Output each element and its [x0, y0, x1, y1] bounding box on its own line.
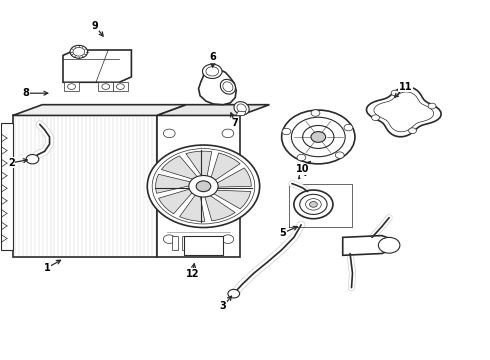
Polygon shape: [157, 105, 270, 116]
Text: 5: 5: [280, 228, 287, 238]
Circle shape: [300, 194, 327, 215]
Circle shape: [68, 84, 75, 89]
Text: 8: 8: [23, 88, 29, 98]
Polygon shape: [212, 190, 251, 209]
Bar: [172, 235, 177, 250]
Circle shape: [222, 235, 234, 243]
Text: 6: 6: [210, 52, 217, 62]
Bar: [204, 235, 210, 250]
Text: 3: 3: [220, 301, 226, 311]
Circle shape: [26, 154, 39, 164]
Polygon shape: [98, 82, 113, 91]
Polygon shape: [113, 82, 128, 91]
Circle shape: [409, 128, 416, 134]
Ellipse shape: [223, 82, 233, 92]
Circle shape: [196, 181, 211, 192]
Circle shape: [378, 237, 400, 253]
Polygon shape: [374, 92, 434, 132]
Text: 10: 10: [296, 164, 309, 174]
Circle shape: [282, 110, 355, 164]
Polygon shape: [13, 105, 186, 116]
Circle shape: [206, 67, 219, 76]
Text: 1: 1: [44, 263, 50, 273]
Polygon shape: [157, 116, 240, 257]
Circle shape: [311, 132, 326, 142]
Polygon shape: [236, 111, 246, 116]
Bar: [193, 235, 199, 250]
Circle shape: [70, 45, 88, 58]
Text: 11: 11: [398, 82, 412, 92]
Polygon shape: [0, 123, 13, 250]
Circle shape: [294, 190, 333, 219]
Circle shape: [222, 129, 234, 138]
Circle shape: [282, 128, 291, 135]
Circle shape: [189, 176, 218, 197]
Polygon shape: [161, 156, 198, 180]
Circle shape: [310, 202, 318, 207]
Circle shape: [152, 149, 255, 224]
Text: 4: 4: [300, 168, 307, 178]
Bar: [215, 235, 220, 250]
Ellipse shape: [237, 104, 246, 113]
Circle shape: [391, 90, 399, 96]
Circle shape: [102, 84, 110, 89]
Circle shape: [344, 125, 353, 131]
Polygon shape: [63, 50, 131, 82]
Ellipse shape: [220, 79, 236, 94]
Circle shape: [303, 126, 334, 148]
Polygon shape: [64, 82, 79, 91]
Polygon shape: [158, 189, 194, 214]
Circle shape: [297, 154, 306, 161]
Polygon shape: [156, 174, 193, 193]
Polygon shape: [13, 116, 157, 257]
Circle shape: [163, 129, 175, 138]
Text: 12: 12: [186, 269, 199, 279]
Bar: [182, 235, 188, 250]
Ellipse shape: [234, 102, 249, 115]
Polygon shape: [211, 153, 240, 181]
Circle shape: [311, 110, 320, 116]
Polygon shape: [367, 87, 441, 137]
Text: 9: 9: [92, 21, 98, 31]
Circle shape: [292, 117, 345, 157]
Circle shape: [228, 289, 240, 298]
Polygon shape: [184, 235, 223, 255]
Circle shape: [306, 199, 321, 210]
Polygon shape: [215, 168, 251, 187]
Polygon shape: [179, 194, 205, 221]
Circle shape: [147, 145, 260, 228]
Circle shape: [335, 152, 344, 158]
Polygon shape: [198, 69, 236, 105]
Polygon shape: [204, 194, 235, 221]
Circle shape: [117, 84, 124, 89]
Circle shape: [73, 48, 85, 56]
Polygon shape: [186, 151, 212, 177]
Circle shape: [371, 115, 379, 121]
Circle shape: [428, 103, 436, 109]
Text: 2: 2: [8, 158, 15, 168]
Circle shape: [163, 235, 175, 243]
Text: 7: 7: [232, 118, 239, 128]
Polygon shape: [343, 235, 392, 255]
Circle shape: [202, 64, 222, 78]
